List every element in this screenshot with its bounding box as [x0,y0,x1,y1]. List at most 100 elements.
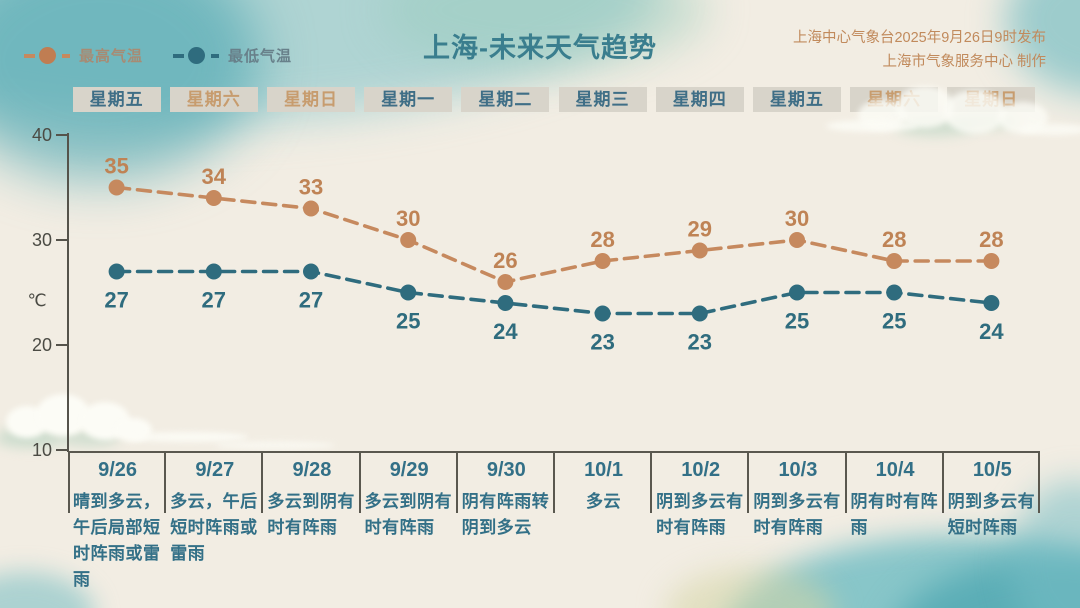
data-point-label: 27 [104,288,128,313]
data-point [303,263,319,280]
forecast-column-4: 9/30 阴有阵雨转阴到多云 [455,453,554,593]
publisher-info: 上海中心气象台2025年9月26日9时发布 上海市气象服务中心 制作 [793,26,1046,74]
legend-item-high-temp: 最高气温 [24,45,143,66]
forecast-column-1: 9/27 多云，午后短时阵雨或雷雨 [164,453,262,593]
data-point [108,263,125,280]
forecast-date: 10/1 [584,459,623,481]
weekday-tab-6: 星期四 [655,87,744,112]
forecast-date: 10/4 [875,459,915,481]
forecast-desc: 阴有阵雨转阴到多云 [461,492,550,537]
legend-label-high: 最高气温 [79,48,144,65]
y-axis-unit-label: ℃ [27,291,46,310]
data-point [983,295,1000,311]
cloud-puff [826,120,918,132]
data-point [789,232,805,248]
cloud-puff [215,441,335,450]
data-point-label: 27 [202,288,226,313]
data-point-label: 24 [979,319,1004,344]
weekday-tab-7: 星期五 [752,87,841,112]
data-point-label: 23 [688,330,712,355]
data-point-label: 23 [590,330,614,355]
forecast-date: 9/27 [195,459,235,481]
producer-credit: 上海市气象服务中心 制作 [882,54,1046,70]
forecast-date: 9/26 [98,459,138,481]
data-point-label: 26 [493,248,517,273]
forecast-table: 9/26 晴到多云，午后局部短时阵雨或雷雨 9/27 多云，午后短时阵雨或雷雨 9/28… [68,451,1041,593]
data-point [497,274,514,290]
y-tick-label: 40 [32,125,52,145]
forecast-date: 10/3 [778,459,818,481]
data-point-label: 24 [493,319,518,344]
data-point [983,253,1000,269]
data-point-label: 27 [299,288,323,313]
forecast-column-3: 9/29 多云到阴有时有阵雨 [358,453,457,593]
low-temp-line-marker-icon [173,47,220,64]
data-point-label: 28 [590,227,614,252]
high-temp-line-marker-icon [24,47,70,64]
forecast-desc: 阴有时有阵雨 [850,492,938,537]
data-point [594,305,611,322]
data-point [108,179,125,196]
forecast-date: 10/2 [681,459,721,481]
data-point-label: 30 [396,206,420,231]
data-point-label: 28 [979,227,1003,252]
chart-legend: 最高气温 最低气温 [24,45,292,66]
data-point-label: 33 [299,175,323,200]
legend-label-low: 最低气温 [228,48,293,65]
publish-timestamp: 上海中心气象台2025年9月26日9时发布 [792,30,1046,46]
data-point-label: 30 [785,206,809,231]
cloud-puff [1020,124,1080,135]
cloud-puff [944,90,1006,134]
forecast-desc: 多云到阴有时有阵雨 [364,492,453,537]
data-point [789,284,805,301]
data-point-label: 34 [202,164,227,189]
weekday-cell: 星期四 [651,87,748,112]
forecast-column-7: 10/3 阴到多云有时有阵雨 [747,453,845,593]
data-point [400,232,417,248]
data-point-label: 28 [882,227,906,252]
data-point-label: 25 [882,309,906,334]
y-axis: 40 30 20 10 ℃ [27,125,69,460]
forecast-date: 9/30 [486,459,526,481]
forecast-desc: 多云，午后短时阵雨或雷雨 [170,492,258,563]
y-tick-label: 30 [32,230,52,250]
data-point [205,263,222,280]
data-point [497,295,514,311]
data-point [303,200,319,217]
forecast-date: 9/29 [389,459,429,481]
y-tick-label: 20 [32,335,52,355]
forecast-column-9: 10/5 阴到多云有短时阵雨 [941,453,1041,593]
forecast-desc: 阴到多云有时有阵雨 [656,492,744,537]
data-point-label: 25 [785,309,809,334]
data-point [594,253,611,269]
data-point [400,284,417,301]
data-point-label: 25 [396,309,420,334]
data-point [691,242,708,259]
data-point [691,305,708,322]
data-point-label: 29 [688,217,712,242]
forecast-column-2: 9/28 多云到阴有时有阵雨 [261,453,359,593]
forecast-date: 9/28 [292,459,332,481]
data-point-label: 35 [104,154,128,179]
legend-item-low-temp: 最低气温 [173,45,292,66]
weekday-cell: 星期五 [748,87,845,112]
y-tick-label: 10 [32,440,52,460]
cloud-puff [128,432,248,442]
low-temp-series: 27 27 27 25 24 23 23 25 25 24 [104,263,1004,355]
high-temp-series: 35 34 33 30 26 28 29 30 28 28 [104,154,1004,290]
forecast-desc: 晴到多云，午后局部短时阵雨或雷雨 [73,492,161,589]
data-point [886,253,903,269]
forecast-column-5: 10/1 多云 [552,453,651,593]
forecast-desc: 阴到多云有时有阵雨 [753,492,841,537]
forecast-desc: 多云 [586,492,622,511]
forecast-column-8: 10/4 阴有时有阵雨 [844,453,943,593]
data-point [886,284,903,301]
forecast-date: 10/5 [972,459,1012,481]
forecast-desc: 多云到阴有时有阵雨 [267,492,355,537]
forecast-desc: 阴到多云有短时阵雨 [947,492,1036,537]
data-point [205,190,222,206]
forecast-column-0: 9/26 晴到多云，午后局部短时阵雨或雷雨 [68,453,165,593]
forecast-column-6: 10/2 阴到多云有时有阵雨 [650,453,748,593]
